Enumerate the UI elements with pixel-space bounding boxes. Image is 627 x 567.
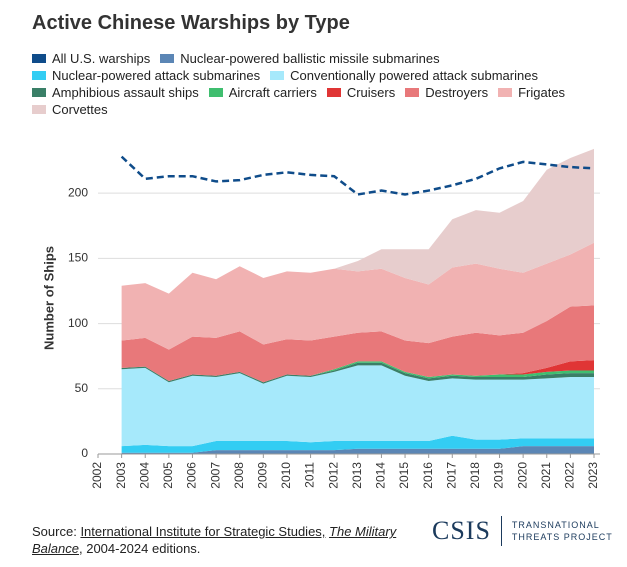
x-tick-label: 2015: [397, 462, 411, 489]
x-tick-label: 2022: [563, 462, 577, 489]
legend-label: Corvettes: [52, 102, 108, 117]
x-tick-label: 2013: [350, 462, 364, 489]
x-tick-label: 2011: [303, 462, 317, 488]
x-tick-label: 2004: [137, 462, 151, 489]
x-tick-label: 2019: [492, 462, 506, 489]
x-tick-label: 2020: [515, 462, 529, 489]
legend-label: Conventionally powered attack submarines: [290, 68, 538, 83]
x-tick-label: 2005: [161, 462, 175, 489]
legend-item: Conventionally powered attack submarines: [270, 68, 538, 83]
area: [121, 362, 594, 384]
y-tick-label: 150: [68, 251, 88, 265]
legend-swatch: [32, 71, 46, 80]
legend-swatch: [326, 88, 341, 97]
x-tick-label: 2017: [444, 462, 458, 489]
legend-item: Amphibious assault ships: [32, 85, 199, 100]
x-tick-label: 2008: [232, 462, 246, 489]
x-tick-label: 2003: [114, 462, 128, 489]
legend-swatch: [405, 88, 420, 97]
logo: CSIS TRANSNATIONAL THREATS PROJECT: [432, 516, 613, 546]
chart: Number of Ships 0 50 100 150 200 2002 2003 2004…: [41, 148, 600, 489]
area: [121, 242, 594, 350]
legend-item: Corvettes: [32, 102, 108, 117]
chart-title: Active Chinese Warships by Type: [32, 12, 350, 34]
source-title[interactable]: The Military Balance: [32, 524, 397, 556]
x-tick-label: 2014: [374, 462, 388, 489]
legend-swatch: [160, 54, 175, 63]
x-tick-label: 2010: [279, 462, 293, 489]
line: [120, 155, 595, 196]
legend-label: Amphibious assault ships: [52, 85, 199, 100]
y-tick-label: 50: [75, 381, 89, 395]
legend-item: All U.S. warships: [32, 51, 150, 66]
area: [121, 446, 594, 454]
x-tick-label: 2002: [90, 462, 104, 489]
area: [121, 148, 594, 294]
logo-line: TRANSNATIONAL: [511, 520, 600, 530]
source: Source: International Institute for Stra…: [32, 523, 412, 557]
legend-swatch: [32, 105, 46, 114]
y-tick-label: 200: [68, 185, 88, 199]
legend-swatch: [498, 88, 513, 97]
legend: All U.S. warships Nuclear-powered ballist…: [32, 51, 577, 117]
legend-item: Nuclear-powered attack submarines: [32, 68, 260, 83]
area: [121, 435, 594, 453]
legend-label: Aircraft carriers: [228, 85, 317, 100]
source-link[interactable]: International Institute for Strategic St…: [80, 524, 326, 539]
legend-item: Frigates: [498, 85, 565, 100]
source-label: Source:: [32, 524, 77, 539]
legend-label: Nuclear-powered attack submarines: [52, 68, 261, 83]
y-tick-label: 100: [68, 316, 88, 330]
legend-swatch: [32, 54, 46, 63]
legend-label: All U.S. warships: [52, 51, 151, 66]
legend-label: Destroyers: [425, 85, 489, 100]
legend-label: Cruisers: [346, 85, 396, 100]
legend-item: Cruisers: [326, 85, 396, 100]
x-tick-label: 2006: [185, 462, 199, 489]
logo-line: THREATS PROJECT: [511, 532, 613, 542]
area: [121, 365, 594, 447]
x-tick-label: 2012: [326, 462, 340, 489]
x-tick-label: 2023: [586, 462, 600, 489]
legend-swatch: [208, 88, 223, 97]
x-tick-label: 2016: [421, 462, 435, 489]
y-tick-label: 0: [81, 446, 88, 460]
legend-swatch: [270, 71, 285, 80]
legend-label: Nuclear-powered ballistic missile submar…: [180, 51, 440, 66]
source-rest: , 2004-2024 editions.: [78, 541, 201, 556]
x-tick-label: 2021: [539, 462, 553, 489]
y-axis-label: Number of Ships: [41, 246, 56, 350]
logo-text: CSIS: [432, 516, 502, 546]
area: [121, 305, 594, 383]
legend-item: Aircraft carriers: [208, 85, 317, 100]
area: [121, 361, 594, 383]
legend-item: Nuclear-powered ballistic missile submar…: [160, 51, 440, 66]
logo-subtitle: TRANSNATIONAL THREATS PROJECT: [502, 519, 613, 543]
legend-label: Frigates: [518, 85, 566, 100]
x-tick-label: 2007: [208, 462, 222, 489]
legend-item: Destroyers: [405, 85, 488, 100]
legend-swatch: [32, 88, 46, 97]
x-tick-label: 2018: [468, 462, 482, 489]
x-tick-label: 2009: [256, 462, 270, 489]
